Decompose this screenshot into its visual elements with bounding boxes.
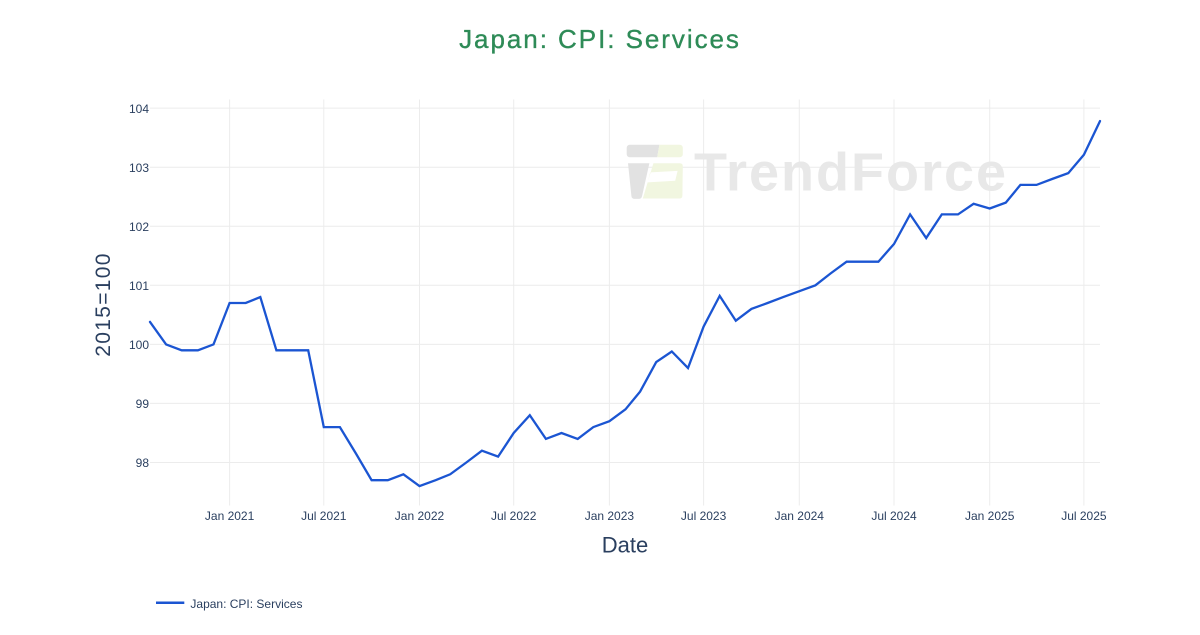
- svg-text:99: 99: [136, 397, 150, 411]
- svg-text:Japan: CPI: Services: Japan: CPI: Services: [190, 597, 302, 611]
- svg-text:101: 101: [129, 279, 149, 293]
- svg-text:Date: Date: [602, 533, 648, 558]
- svg-text:104: 104: [129, 102, 149, 116]
- svg-text:Jul 2023: Jul 2023: [681, 509, 727, 523]
- svg-text:TrendForce: TrendForce: [694, 143, 1008, 203]
- svg-text:98: 98: [136, 456, 150, 470]
- svg-text:Jan 2024: Jan 2024: [775, 509, 825, 523]
- svg-text:Jul 2025: Jul 2025: [1061, 509, 1107, 523]
- svg-text:Jan 2022: Jan 2022: [395, 509, 445, 523]
- svg-text:Jul 2021: Jul 2021: [301, 509, 347, 523]
- svg-text:Jul 2024: Jul 2024: [871, 509, 917, 523]
- svg-text:100: 100: [129, 338, 149, 352]
- svg-text:102: 102: [129, 220, 149, 234]
- svg-text:Jan 2021: Jan 2021: [205, 509, 255, 523]
- svg-text:Jan 2023: Jan 2023: [585, 509, 635, 523]
- svg-text:Jan 2025: Jan 2025: [965, 509, 1015, 523]
- svg-text:Jul 2022: Jul 2022: [491, 509, 537, 523]
- svg-text:2015=100: 2015=100: [92, 252, 115, 356]
- svg-text:Japan: CPI: Services: Japan: CPI: Services: [459, 24, 741, 54]
- svg-text:103: 103: [129, 161, 149, 175]
